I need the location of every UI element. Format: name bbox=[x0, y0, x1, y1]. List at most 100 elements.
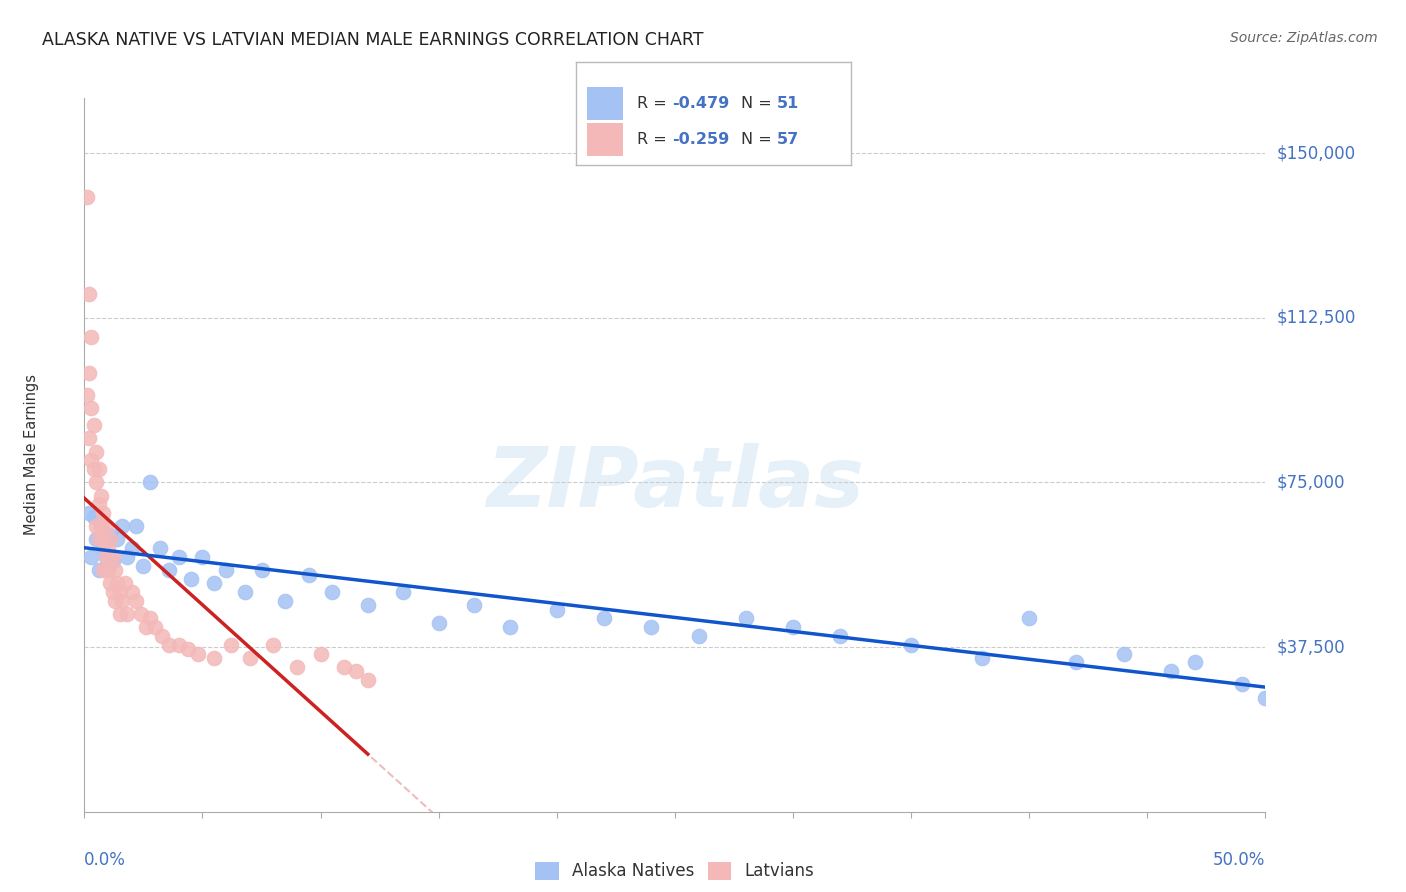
Text: Source: ZipAtlas.com: Source: ZipAtlas.com bbox=[1230, 31, 1378, 45]
Point bbox=[143, 620, 166, 634]
Text: ZIPatlas: ZIPatlas bbox=[486, 443, 863, 524]
Point bbox=[463, 599, 485, 613]
Point bbox=[98, 528, 121, 542]
Point bbox=[76, 387, 98, 401]
Point bbox=[77, 286, 100, 301]
Text: -0.259: -0.259 bbox=[672, 132, 730, 147]
Point bbox=[139, 475, 162, 490]
Point bbox=[97, 541, 120, 556]
Point bbox=[1230, 677, 1253, 691]
Point bbox=[91, 541, 114, 556]
Text: 51: 51 bbox=[776, 96, 799, 111]
Text: $37,500: $37,500 bbox=[1277, 638, 1346, 656]
Point bbox=[157, 638, 180, 652]
Point bbox=[94, 549, 117, 564]
Point bbox=[167, 638, 190, 652]
Text: $112,500: $112,500 bbox=[1277, 309, 1355, 326]
Text: 0.0%: 0.0% bbox=[84, 851, 127, 869]
Point bbox=[90, 519, 112, 533]
Text: 50.0%: 50.0% bbox=[1213, 851, 1265, 869]
Text: N =: N = bbox=[741, 96, 778, 111]
Point bbox=[115, 607, 138, 621]
Point bbox=[90, 519, 112, 533]
Point bbox=[91, 563, 114, 577]
Point bbox=[167, 549, 190, 564]
Point bbox=[83, 462, 105, 476]
Point bbox=[87, 462, 110, 476]
Point bbox=[344, 664, 367, 678]
Point bbox=[593, 611, 616, 625]
Point bbox=[87, 497, 110, 511]
Point bbox=[77, 366, 100, 380]
Point bbox=[546, 603, 568, 617]
Point bbox=[333, 660, 356, 674]
Point bbox=[84, 475, 107, 490]
Point bbox=[80, 453, 103, 467]
Point bbox=[84, 444, 107, 458]
Point bbox=[84, 533, 107, 547]
Point bbox=[97, 558, 120, 573]
Point bbox=[90, 489, 112, 503]
Point bbox=[115, 549, 138, 564]
Point bbox=[498, 620, 520, 634]
Point bbox=[900, 638, 922, 652]
Point bbox=[80, 549, 103, 564]
Point bbox=[108, 585, 131, 599]
Point bbox=[129, 607, 152, 621]
Point bbox=[94, 549, 117, 564]
Point bbox=[321, 585, 343, 599]
Point bbox=[177, 642, 200, 657]
Bar bbox=[588, 123, 623, 156]
Point bbox=[107, 576, 129, 591]
Point bbox=[125, 519, 148, 533]
Point bbox=[1018, 611, 1040, 625]
Point bbox=[1254, 690, 1277, 705]
Point bbox=[1184, 656, 1206, 670]
Point bbox=[101, 585, 124, 599]
Point bbox=[77, 506, 100, 520]
Point bbox=[83, 418, 105, 433]
Point bbox=[97, 563, 120, 577]
Point bbox=[285, 660, 308, 674]
Point bbox=[149, 541, 172, 556]
Point bbox=[202, 576, 225, 591]
Text: $75,000: $75,000 bbox=[1277, 474, 1346, 491]
Text: Median Male Earnings: Median Male Earnings bbox=[24, 375, 39, 535]
Point bbox=[77, 432, 100, 446]
Point bbox=[191, 549, 214, 564]
Point bbox=[87, 533, 110, 547]
Point bbox=[970, 651, 993, 665]
Point bbox=[427, 615, 450, 630]
Point bbox=[107, 533, 129, 547]
Point bbox=[104, 563, 127, 577]
Point bbox=[250, 563, 273, 577]
Point bbox=[357, 673, 380, 687]
Point bbox=[76, 190, 98, 204]
Point bbox=[94, 519, 117, 533]
Point bbox=[84, 519, 107, 533]
Point bbox=[91, 533, 114, 547]
Point bbox=[121, 585, 143, 599]
Text: 57: 57 bbox=[776, 132, 799, 147]
Point bbox=[782, 620, 804, 634]
Point bbox=[357, 599, 380, 613]
Point bbox=[219, 638, 242, 652]
Point bbox=[688, 629, 710, 643]
Point bbox=[215, 563, 238, 577]
Point bbox=[734, 611, 756, 625]
Text: -0.479: -0.479 bbox=[672, 96, 730, 111]
Point bbox=[132, 558, 155, 573]
Legend: Alaska Natives, Latvians: Alaska Natives, Latvians bbox=[530, 857, 820, 886]
Text: R =: R = bbox=[637, 96, 672, 111]
Text: $150,000: $150,000 bbox=[1277, 144, 1355, 162]
Point bbox=[135, 620, 157, 634]
Point bbox=[233, 585, 256, 599]
Point bbox=[1112, 647, 1135, 661]
Point bbox=[80, 401, 103, 415]
Point bbox=[91, 506, 114, 520]
Text: ALASKA NATIVE VS LATVIAN MEDIAN MALE EARNINGS CORRELATION CHART: ALASKA NATIVE VS LATVIAN MEDIAN MALE EAR… bbox=[42, 31, 703, 49]
Point bbox=[640, 620, 662, 634]
Point bbox=[83, 510, 105, 524]
Point bbox=[157, 563, 180, 577]
Point bbox=[262, 638, 284, 652]
